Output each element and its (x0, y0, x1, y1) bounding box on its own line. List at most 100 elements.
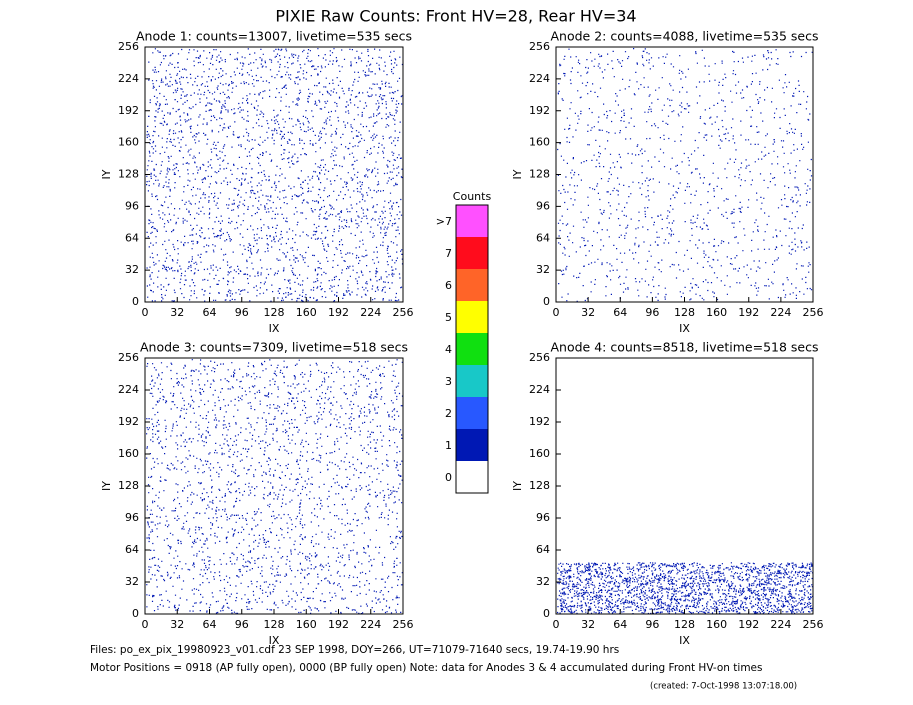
y-tick-label: 160 (118, 136, 139, 149)
colorbar-cell (456, 333, 488, 365)
x-tick-label: 224 (360, 306, 381, 319)
y-tick-label: 64 (536, 231, 550, 244)
x-tick-label: 224 (770, 618, 791, 631)
y-tick-label: 128 (529, 479, 550, 492)
y-tick-label: 128 (529, 168, 550, 181)
y-axis-label: IY (100, 481, 113, 491)
colorbar-cell (456, 429, 488, 461)
y-tick-label: 128 (118, 168, 139, 181)
colorbar-label: >7 (436, 215, 452, 228)
x-axis-label: IX (679, 634, 690, 647)
y-tick-label: 96 (125, 511, 139, 524)
x-axis-label: IX (269, 322, 280, 335)
plot-frame (144, 46, 404, 303)
y-tick-label: 192 (529, 104, 550, 117)
y-axis-label: IY (100, 169, 113, 179)
y-tick-label: 96 (125, 199, 139, 212)
panel-title: Anode 4: counts=8518, livetime=518 secs (550, 340, 818, 355)
x-tick-label: 128 (264, 306, 285, 319)
colorbar-label: 5 (445, 311, 452, 324)
y-tick-label: 224 (529, 383, 550, 396)
x-tick-label: 256 (803, 618, 824, 631)
colorbar-cell (456, 269, 488, 301)
colorbar-cell (456, 365, 488, 397)
panel-title: Anode 1: counts=13007, livetime=535 secs (136, 29, 412, 44)
plot-frame (144, 357, 404, 615)
y-tick-label: 192 (529, 415, 550, 428)
colorbar-cell (456, 397, 488, 429)
y-axis-label: IY (511, 481, 524, 491)
colorbar-cell (456, 301, 488, 333)
x-tick-label: 96 (645, 306, 659, 319)
colorbar-cell (456, 205, 488, 237)
x-tick-label: 96 (235, 618, 249, 631)
x-tick-label: 192 (738, 306, 759, 319)
x-tick-label: 128 (674, 306, 695, 319)
x-tick-label: 64 (203, 618, 217, 631)
y-tick-label: 0 (543, 607, 550, 620)
x-tick-label: 96 (645, 618, 659, 631)
pixel-texture (557, 48, 813, 302)
x-tick-label: 128 (264, 618, 285, 631)
x-tick-label: 96 (235, 306, 249, 319)
panel-title: Anode 2: counts=4088, livetime=535 secs (550, 29, 818, 44)
colorbar-frame (455, 204, 489, 494)
x-axis-label: IX (679, 322, 690, 335)
y-tick-label: 32 (125, 263, 139, 276)
colorbar-label: 0 (445, 471, 452, 484)
created-note: (created: 7-Oct-1998 13:07:18.00) (650, 682, 797, 692)
y-tick-label: 256 (529, 351, 550, 364)
y-tick-label: 64 (125, 231, 139, 244)
x-tick-label: 224 (770, 306, 791, 319)
x-tick-label: 256 (393, 618, 414, 631)
y-tick-label: 160 (529, 136, 550, 149)
x-tick-label: 64 (613, 306, 627, 319)
y-tick-label: 96 (536, 199, 550, 212)
y-tick-label: 224 (118, 383, 139, 396)
x-tick-label: 256 (393, 306, 414, 319)
colorbar-label: 7 (445, 247, 452, 260)
pixel-texture (146, 359, 404, 615)
x-tick-label: 224 (360, 618, 381, 631)
y-tick-label: 128 (118, 479, 139, 492)
colorbar-label: 1 (445, 439, 452, 452)
colorbar-cell (456, 461, 488, 493)
colorbar-label: 6 (445, 279, 452, 292)
x-tick-label: 192 (328, 306, 349, 319)
files-note: Files: po_ex_pix_19980923_v01.cdf 23 SEP… (90, 644, 619, 656)
colorbar-title: Counts (453, 190, 492, 203)
y-tick-label: 0 (132, 295, 139, 308)
x-tick-label: 32 (170, 618, 184, 631)
x-tick-label: 0 (553, 618, 560, 631)
y-tick-label: 256 (118, 40, 139, 53)
y-tick-label: 64 (536, 543, 550, 556)
x-tick-label: 160 (706, 306, 727, 319)
y-tick-label: 192 (118, 415, 139, 428)
y-tick-label: 192 (118, 104, 139, 117)
y-axis-label: IY (511, 169, 524, 179)
y-tick-label: 224 (118, 72, 139, 85)
y-tick-label: 0 (543, 295, 550, 308)
x-tick-label: 32 (581, 306, 595, 319)
y-tick-label: 256 (118, 351, 139, 364)
pixel-texture (557, 562, 814, 615)
pixel-texture (146, 48, 404, 302)
x-tick-label: 192 (328, 618, 349, 631)
y-tick-label: 64 (125, 543, 139, 556)
y-tick-label: 32 (536, 263, 550, 276)
colorbar-cell (456, 237, 488, 269)
x-tick-label: 256 (803, 306, 824, 319)
y-tick-label: 32 (125, 575, 139, 588)
y-tick-label: 256 (529, 40, 550, 53)
x-tick-label: 160 (296, 618, 317, 631)
x-tick-label: 0 (553, 306, 560, 319)
y-tick-label: 96 (536, 511, 550, 524)
panel-title: Anode 3: counts=7309, livetime=518 secs (140, 340, 408, 355)
x-tick-label: 192 (738, 618, 759, 631)
x-tick-label: 0 (142, 618, 149, 631)
x-tick-label: 160 (296, 306, 317, 319)
motor-note: Motor Positions = 0918 (AP fully open), … (90, 662, 763, 674)
y-tick-label: 160 (529, 447, 550, 460)
plot-frame (555, 46, 814, 303)
